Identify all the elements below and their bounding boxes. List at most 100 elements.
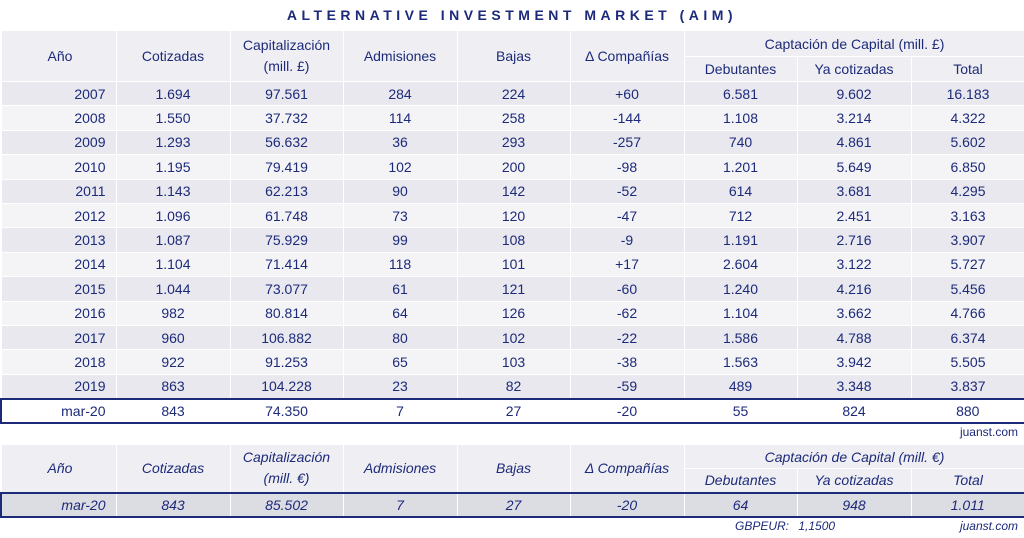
cell-already-listed: 3.214	[796, 105, 912, 131]
cell-debut: 712	[683, 202, 798, 229]
cell-total: 16.183	[910, 80, 1024, 107]
cell-total: 5.727	[910, 251, 1024, 278]
cell-delta: -38	[569, 349, 685, 375]
cell-debut: 1.191	[683, 227, 798, 253]
cell-listed: 843	[115, 397, 231, 424]
cell-debut: 614	[683, 178, 798, 204]
cell-year: 2011	[0, 178, 117, 204]
cell-delistings: 224	[456, 80, 571, 107]
table-row: 2010 1.195 79.419 102 200 -98 1.201 5.649 6.850	[0, 154, 1024, 180]
cell-delta: +60	[569, 80, 685, 107]
eur-header-capitalization: Capitalización (mill. €)	[229, 444, 344, 493]
cell-total: 4.295	[910, 178, 1024, 204]
cell-delistings: 102	[456, 324, 571, 351]
cell-debut: 1.563	[683, 349, 798, 375]
cell-admissions: 80	[342, 324, 458, 351]
cell-delistings: 121	[456, 276, 571, 302]
cell-delta: -52	[569, 178, 685, 204]
cell-debut: 2.604	[683, 251, 798, 278]
cell-capitalization: 80.814	[229, 300, 344, 326]
cell-total: 4.322	[910, 105, 1024, 131]
header-delta-companies: Δ Compañías	[569, 30, 685, 82]
cell-debut: 1.201	[683, 154, 798, 180]
cell-admissions: 284	[342, 80, 458, 107]
watermark: juanst.com	[959, 425, 1018, 439]
cell-already-listed: 3.942	[796, 349, 912, 375]
cell-year: 2010	[0, 154, 117, 180]
cell-year: 2017	[0, 324, 117, 351]
header-debut: Debutantes	[683, 56, 798, 82]
eur-cell-total: 1.011	[910, 491, 1024, 518]
table-row: 2016 982 80.814 64 126 -62 1.104 3.662 4.766	[0, 300, 1024, 326]
cell-capitalization: 71.414	[229, 251, 344, 278]
table-row: 2008 1.550 37.732 114 258 -144 1.108 3.214 4.322	[0, 105, 1024, 131]
eur-cell-year: mar-20	[0, 491, 117, 518]
table-row: 2007 1.694 97.561 284 224 +60 6.581 9.602 16.183	[0, 80, 1024, 107]
cell-year: 2019	[0, 373, 117, 400]
table-row: 2014 1.104 71.414 118 101 +17 2.604 3.122 5.727	[0, 251, 1024, 278]
header-admissions: Admisiones	[342, 30, 458, 82]
cell-admissions: 65	[342, 349, 458, 375]
cell-total: 5.456	[910, 276, 1024, 302]
cell-debut: 1.108	[683, 105, 798, 131]
cell-already-listed: 3.662	[796, 300, 912, 326]
eur-table-row-current: mar-20 843 85.502 7 27 -20 64 948 1.011	[0, 491, 1024, 518]
table-row: 2017 960 106.882 80 102 -22 1.586 4.788 6.374	[0, 324, 1024, 351]
cell-listed: 1.087	[115, 227, 231, 253]
eur-cell-capitalization: 85.502	[229, 491, 344, 518]
cell-delistings: 293	[456, 129, 571, 156]
cell-total: 5.505	[910, 349, 1024, 375]
aim-gbp-table: Año Cotizadas Capitalización (mill. £) A…	[0, 30, 1024, 424]
cell-listed: 1.104	[115, 251, 231, 278]
cell-delta: -98	[569, 154, 685, 180]
table-row: 2012 1.096 61.748 73 120 -47 712 2.451 3.163	[0, 202, 1024, 229]
cell-year: 2014	[0, 251, 117, 278]
cell-admissions: 23	[342, 373, 458, 400]
cell-year: 2007	[0, 80, 117, 107]
header-year: Año	[0, 30, 117, 82]
cell-total: 5.602	[910, 129, 1024, 156]
cell-listed: 1.096	[115, 202, 231, 229]
cell-admissions: 114	[342, 105, 458, 131]
cell-capitalization: 91.253	[229, 349, 344, 375]
fx-rate-value: 1,1500	[798, 519, 836, 533]
header-listed: Cotizadas	[115, 30, 231, 82]
cell-admissions: 7	[342, 397, 458, 424]
cell-admissions: 118	[342, 251, 458, 278]
cell-year: 2009	[0, 129, 117, 156]
eur-header-already-listed: Ya cotizadas	[796, 468, 912, 493]
cell-admissions: 64	[342, 300, 458, 326]
cell-already-listed: 2.451	[796, 202, 912, 229]
cell-capitalization: 75.929	[229, 227, 344, 253]
cell-capitalization: 73.077	[229, 276, 344, 302]
fx-rate-label: GBPEUR:	[735, 519, 790, 533]
header-capital-raising: Captación de Capital (mill. £)	[683, 30, 1024, 57]
cell-capitalization: 74.350	[229, 397, 344, 424]
eur-cell-already-listed: 948	[796, 491, 912, 518]
table-row-current: mar-20 843 74.350 7 27 -20 55 824 880	[0, 397, 1024, 424]
cell-listed: 1.195	[115, 154, 231, 180]
cell-year: 2015	[0, 276, 117, 302]
cell-delistings: 142	[456, 178, 571, 204]
table-row: 2009 1.293 56.632 36 293 -257 740 4.861 5.602	[0, 129, 1024, 156]
eur-header-delta-companies: Δ Compañías	[569, 444, 685, 493]
header-capitalization-line1: Capitalización	[242, 37, 331, 53]
cell-total: 4.766	[910, 300, 1024, 326]
header-delistings: Bajas	[456, 30, 571, 82]
cell-delta: -59	[569, 373, 685, 400]
eur-header-debut: Debutantes	[683, 468, 798, 493]
table-row: 2018 922 91.253 65 103 -38 1.563 3.942 5.505	[0, 349, 1024, 375]
cell-already-listed: 4.216	[796, 276, 912, 302]
cell-capitalization: 62.213	[229, 178, 344, 204]
cell-debut: 6.581	[683, 80, 798, 107]
cell-total: 3.837	[910, 373, 1024, 400]
cell-already-listed: 824	[796, 397, 912, 424]
eur-header-year: Año	[0, 444, 117, 493]
cell-listed: 1.694	[115, 80, 231, 107]
cell-delta: -47	[569, 202, 685, 229]
fx-rate: GBPEUR: 1,1500	[735, 519, 841, 533]
cell-delta: +17	[569, 251, 685, 278]
cell-delistings: 82	[456, 373, 571, 400]
cell-delistings: 126	[456, 300, 571, 326]
cell-delistings: 258	[456, 105, 571, 131]
